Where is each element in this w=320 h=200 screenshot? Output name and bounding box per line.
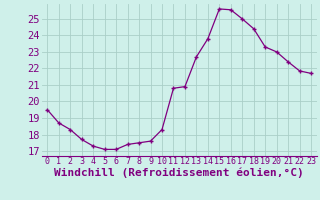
X-axis label: Windchill (Refroidissement éolien,°C): Windchill (Refroidissement éolien,°C) — [54, 168, 304, 178]
